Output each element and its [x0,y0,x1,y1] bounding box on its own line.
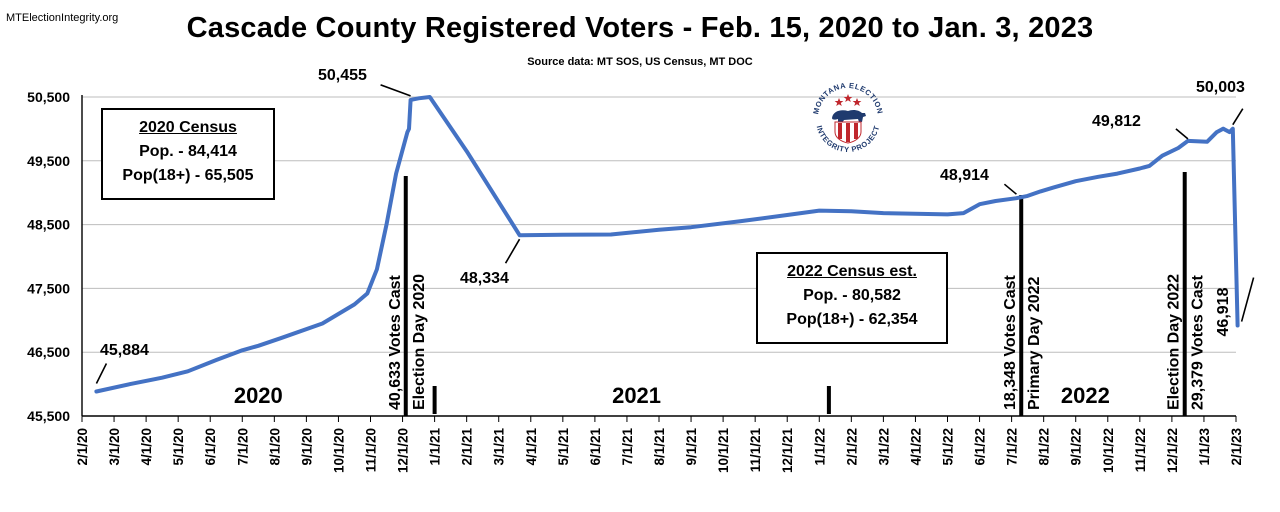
annotation-leader [1003,183,1017,195]
x-tick-label: 7/1/22 [1005,428,1020,466]
data-label: 46,918 [1215,287,1232,336]
census-2020-pop: Pop. - 84,414 [139,143,237,160]
x-tick-label: 7/1/21 [620,428,635,466]
year-label: 2022 [1061,383,1110,408]
annotation-leader [1175,128,1189,140]
x-tick-label: 8/1/22 [1037,428,1052,466]
chart-title: Cascade County Registered Voters - Feb. … [186,12,1094,44]
event-label: Election Day 2022 [1166,274,1183,410]
site-url: MTElectionIntegrity.org [6,12,119,24]
x-tick-label: 11/1/20 [364,428,379,472]
x-tick-label: 11/1/21 [748,428,763,473]
x-tick-label: 6/1/20 [203,428,218,466]
x-tick-label: 3/1/20 [107,428,122,466]
x-tick-label: 9/1/22 [1069,428,1084,466]
data-label: 50,455 [318,67,367,84]
data-label: 50,003 [1196,79,1245,96]
y-tick-label: 49,500 [27,153,70,169]
data-label: 49,812 [1092,113,1141,130]
event-label: 18,348 Votes Cast [1002,274,1019,410]
event-label: 29,379 Votes Cast [1190,274,1207,410]
x-tick-label: 10/1/20 [331,428,346,473]
y-tick-label: 45,500 [27,408,70,424]
y-tick-label: 47,500 [27,280,70,296]
x-tick-label: 3/1/22 [876,428,891,466]
annotation-leader [95,363,108,384]
x-tick-label: 7/1/20 [235,428,250,466]
census-2020-box: 2020 Census Pop. - 84,414 Pop(18+) - 65,… [101,108,275,200]
x-tick-label: 8/1/21 [652,428,667,466]
star-icon [834,94,862,106]
annotation-leader [1240,277,1255,322]
event-label: Primary Day 2022 [1026,276,1043,410]
x-tick-label: 12/1/22 [1165,428,1180,473]
x-tick-label: 5/1/21 [556,428,571,466]
y-tick-label: 46,500 [27,344,70,360]
census-2022-title: 2022 Census est. [787,263,917,280]
event-label: 40,633 Votes Cast [387,274,404,410]
chart-source: Source data: MT SOS, US Census, MT DOC [527,56,753,68]
x-tick-label: 2/1/20 [75,428,90,466]
x-tick-label: 6/1/21 [588,428,603,466]
shield-icon [834,121,862,144]
x-tick-label: 4/1/21 [524,428,539,466]
x-tick-label: 9/1/20 [299,428,314,466]
x-tick-label: 10/1/22 [1101,428,1116,473]
x-tick-label: 4/1/22 [908,428,923,466]
data-label: 48,914 [940,167,989,184]
bear-icon [832,109,866,123]
census-2020-title: 2020 Census [139,119,237,136]
x-tick-label: 11/1/22 [1133,428,1148,472]
census-2022-pop: Pop. - 80,582 [803,287,901,304]
montana-election-integrity-logo: MONTANA ELECTION INTEGRITY PROJECT [811,81,884,154]
census-2022-box: 2022 Census est. Pop. - 80,582 Pop(18+) … [756,252,948,344]
annotation-leader [1232,108,1244,126]
year-label: 2020 [234,383,283,408]
year-label: 2021 [612,383,661,408]
data-label: 45,884 [100,342,149,359]
x-tick-label: 3/1/21 [492,428,507,466]
x-tick-label: 5/1/20 [171,428,186,466]
x-tick-label: 12/1/20 [396,428,411,473]
x-tick-label: 4/1/20 [139,428,154,466]
x-tick-label: 5/1/22 [941,428,956,466]
x-tick-label: 12/1/21 [780,428,795,474]
annotation-leader [504,238,521,264]
x-tick-label: 10/1/21 [716,428,731,474]
x-tick-label: 1/1/22 [812,428,827,466]
x-tick-label: 2/1/23 [1229,428,1244,466]
y-tick-label: 50,500 [27,89,70,105]
x-tick-label: 1/1/21 [428,428,443,466]
annotation-leader [380,84,411,97]
y-tick-label: 48,500 [27,217,70,233]
event-label: Election Day 2020 [411,274,428,410]
census-2020-pop18: Pop(18+) - 65,505 [122,167,254,184]
census-2022-pop18: Pop(18+) - 62,354 [786,311,918,328]
x-tick-label: 8/1/20 [267,428,282,466]
data-label: 48,334 [460,270,509,287]
series-line-registered-voters [94,95,1240,394]
x-tick-label: 2/1/21 [460,428,475,466]
x-tick-label: 6/1/22 [973,428,988,466]
x-tick-label: 9/1/21 [684,428,699,466]
x-tick-label: 1/1/23 [1197,428,1212,466]
x-tick-label: 2/1/22 [844,428,859,466]
